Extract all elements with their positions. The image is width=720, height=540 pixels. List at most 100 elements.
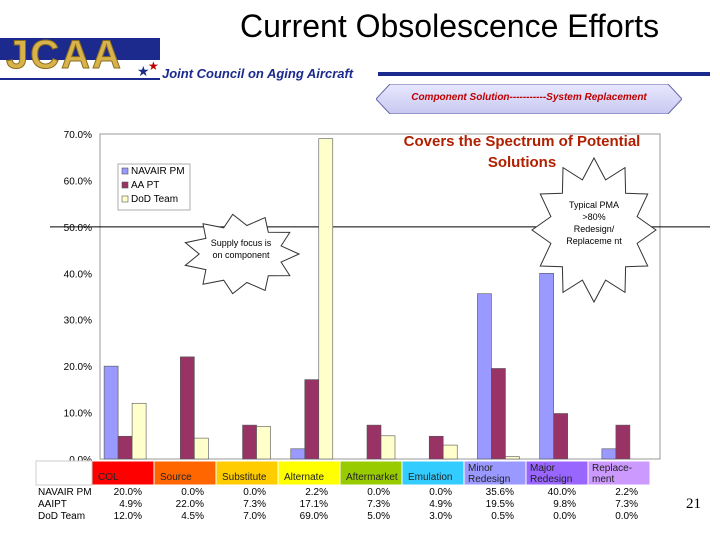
banner-text: Component Solution-----------System Repl… bbox=[411, 92, 647, 103]
y-tick-label: 40.0% bbox=[64, 269, 92, 280]
legend-entry: NAVAIR PM bbox=[131, 166, 185, 177]
table-cell-value: 3.0% bbox=[429, 511, 452, 520]
typical-callout-text: Typical PMA >80% Redesign/ Replaceme nt bbox=[566, 200, 622, 246]
bar-aa-pt bbox=[366, 424, 382, 460]
category-cell bbox=[463, 460, 527, 486]
table-cell-value: 9.8% bbox=[553, 499, 576, 510]
bar-aa-pt bbox=[491, 368, 506, 460]
spectrum-arrow-banner bbox=[376, 84, 682, 114]
bar-dod-team bbox=[318, 138, 334, 460]
table-cell-value: 0.0% bbox=[181, 487, 204, 498]
legend-entry: AA PT bbox=[131, 180, 159, 191]
table-cell-value: 17.1% bbox=[300, 499, 328, 510]
supply-starburst bbox=[184, 213, 301, 295]
bar-aa-pt bbox=[180, 356, 195, 460]
y-tick-label: 10.0% bbox=[64, 409, 92, 420]
typical-starburst bbox=[531, 156, 657, 304]
x-tick-label: Alternate bbox=[284, 472, 324, 483]
x-tick-label: COL bbox=[98, 472, 119, 483]
legend-swatch bbox=[121, 181, 129, 189]
subtitle: Joint Council on Aging Aircraft bbox=[162, 66, 354, 81]
bar-dod-team bbox=[380, 435, 396, 460]
x-tick-label: Source bbox=[160, 472, 192, 483]
bar-aa-pt bbox=[553, 413, 568, 460]
category-cell bbox=[91, 460, 155, 486]
table-cell-value: 0.0% bbox=[243, 487, 266, 498]
supply-callout-text: Supply focus is on component bbox=[210, 238, 272, 260]
x-tick-label: Major Redesign bbox=[530, 463, 572, 485]
svg-text:★: ★ bbox=[137, 63, 150, 79]
bar-aa-pt bbox=[117, 435, 133, 460]
obsolescence-bar-chart: 0.0% 10.0% 20.0% 30.0% 40.0% 50.0% 60.0% 70.0% C… bbox=[35, 130, 710, 520]
table-cell-value: 2.2% bbox=[305, 487, 328, 498]
y-tick-label: 60.0% bbox=[64, 176, 92, 187]
category-cell bbox=[215, 460, 279, 486]
x-tick-label: Minor Redesign bbox=[468, 463, 510, 485]
header-rule-left bbox=[0, 78, 160, 80]
bar-navair-pm bbox=[103, 365, 119, 460]
table-cell-value: 7.3% bbox=[615, 499, 638, 510]
table-cell-value: 0.0% bbox=[367, 487, 390, 498]
category-cell bbox=[587, 460, 651, 486]
table-cell-value: 7.3% bbox=[243, 499, 266, 510]
header-rule-right bbox=[378, 72, 710, 76]
bar-dod-team bbox=[194, 437, 209, 460]
spectrum-annotation: Covers the Spectrum of Potential Solutio… bbox=[403, 133, 641, 171]
table-cell-value: 0.0% bbox=[615, 511, 638, 520]
x-tick-label: Aftermarket bbox=[346, 472, 398, 483]
table-row-label: NAVAIR PM bbox=[38, 487, 92, 498]
y-tick-label: 70.0% bbox=[64, 130, 92, 141]
bar-aa-pt bbox=[304, 379, 320, 460]
category-cell bbox=[277, 460, 341, 486]
y-tick-label: 50.0% bbox=[64, 223, 92, 234]
table-cell-value: 35.6% bbox=[486, 487, 514, 498]
legend-entry: DoD Team bbox=[131, 194, 178, 205]
table-cell-value: 69.0% bbox=[300, 511, 328, 520]
legend-swatch bbox=[121, 195, 129, 203]
category-cell bbox=[401, 460, 465, 486]
category-header-cell bbox=[35, 460, 93, 486]
table-row-label: DoD Team bbox=[38, 511, 85, 520]
table-cell-value: 0.5% bbox=[491, 511, 514, 520]
page-number: 21 bbox=[686, 496, 701, 512]
table-cell-value: 12.0% bbox=[114, 511, 142, 520]
category-cell bbox=[525, 460, 589, 486]
y-tick-label: 20.0% bbox=[64, 362, 92, 373]
table-cell-value: 7.3% bbox=[367, 499, 390, 510]
table-cell-value: 0.0% bbox=[429, 487, 452, 498]
svg-text:★: ★ bbox=[148, 59, 159, 73]
bar-dod-team bbox=[131, 402, 147, 460]
bar-dod-team bbox=[256, 426, 271, 460]
x-tick-label: Replace-ment bbox=[592, 463, 632, 485]
bar-navair-pm bbox=[477, 293, 492, 460]
legend-swatch bbox=[121, 167, 129, 175]
bar-dod-team bbox=[442, 444, 458, 460]
table-cell-value: 2.2% bbox=[615, 487, 638, 498]
bar-aa-pt bbox=[428, 435, 444, 460]
table-cell-value: 5.0% bbox=[367, 511, 390, 520]
table-row-label: AAIPT bbox=[38, 499, 67, 510]
category-cell bbox=[153, 460, 217, 486]
table-cell-value: 4.5% bbox=[181, 511, 204, 520]
table-cell-value: 4.9% bbox=[119, 499, 142, 510]
x-tick-label: Substitute bbox=[222, 472, 267, 483]
bar-navair-pm bbox=[290, 448, 306, 460]
table-cell-value: 0.0% bbox=[553, 511, 576, 520]
bar-navair-pm bbox=[601, 448, 617, 460]
table-cell-value: 22.0% bbox=[176, 499, 204, 510]
page-title: Current Obsolescence Efforts bbox=[240, 8, 660, 44]
y-tick-label: 30.0% bbox=[64, 316, 92, 327]
legend-box bbox=[117, 163, 191, 211]
bar-dod-team bbox=[505, 456, 520, 460]
bar-navair-pm bbox=[539, 272, 554, 460]
table-cell-value: 4.9% bbox=[429, 499, 452, 510]
svg-text:JCAA: JCAA bbox=[6, 33, 123, 77]
table-cell-value: 40.0% bbox=[548, 487, 576, 498]
x-tick-label: Emulation bbox=[408, 472, 452, 483]
table-cell-value: 20.0% bbox=[114, 487, 142, 498]
table-cell-value: 19.5% bbox=[486, 499, 514, 510]
jcaa-logo: JCAA ★ ★ bbox=[0, 33, 160, 79]
bar-aa-pt bbox=[242, 424, 257, 460]
table-cell-value: 7.0% bbox=[243, 511, 266, 520]
bar-aa-pt bbox=[615, 424, 631, 460]
